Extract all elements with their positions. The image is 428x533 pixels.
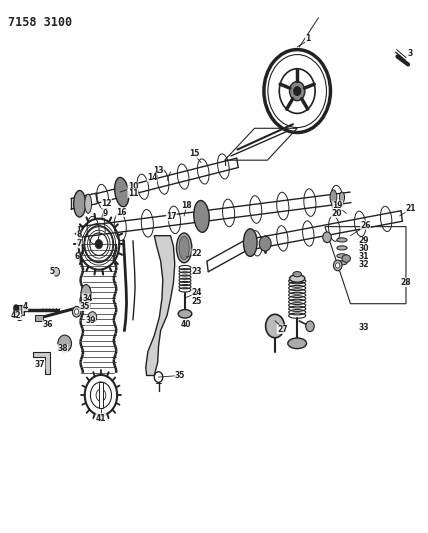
Bar (99, 382, 103, 408)
Text: 39: 39 (85, 316, 95, 325)
Text: 18: 18 (181, 201, 192, 210)
Text: 34: 34 (82, 294, 92, 303)
Text: 22: 22 (192, 249, 202, 258)
Polygon shape (146, 236, 175, 375)
Text: 42: 42 (10, 311, 21, 320)
Ellipse shape (244, 229, 257, 256)
Text: 35: 35 (175, 371, 185, 380)
Circle shape (306, 321, 314, 332)
Ellipse shape (289, 274, 305, 282)
Text: 24: 24 (192, 287, 202, 296)
Text: 35: 35 (80, 302, 90, 311)
Circle shape (333, 260, 342, 271)
Text: 28: 28 (401, 278, 411, 287)
Text: 20: 20 (331, 209, 342, 218)
Ellipse shape (74, 190, 86, 217)
Ellipse shape (194, 200, 209, 232)
Circle shape (289, 82, 305, 101)
Circle shape (74, 309, 79, 314)
Ellipse shape (342, 255, 351, 262)
Text: 21: 21 (405, 204, 416, 213)
Circle shape (72, 306, 81, 317)
Ellipse shape (82, 298, 90, 310)
Ellipse shape (179, 236, 189, 260)
Circle shape (259, 236, 271, 251)
Text: 19: 19 (333, 201, 343, 210)
Circle shape (323, 232, 331, 243)
Text: 1: 1 (305, 35, 310, 44)
Text: 5: 5 (49, 268, 54, 276)
Ellipse shape (330, 190, 337, 205)
Ellipse shape (337, 261, 347, 265)
Text: 3: 3 (407, 50, 413, 58)
Circle shape (88, 312, 97, 322)
Text: 9: 9 (103, 209, 108, 218)
Text: 32: 32 (358, 261, 369, 269)
Text: 41: 41 (96, 414, 106, 423)
Text: 16: 16 (116, 208, 126, 217)
Text: 17: 17 (166, 212, 177, 221)
Circle shape (266, 314, 284, 338)
Text: 29: 29 (358, 237, 369, 246)
Text: 13: 13 (153, 166, 164, 175)
Text: 12: 12 (101, 199, 112, 208)
Text: 23: 23 (192, 268, 202, 276)
Text: 27: 27 (277, 325, 288, 334)
Polygon shape (18, 305, 24, 316)
Text: 14: 14 (147, 173, 158, 182)
Circle shape (294, 87, 300, 95)
Text: 30: 30 (358, 245, 369, 254)
Ellipse shape (337, 254, 347, 258)
Text: 40: 40 (181, 320, 191, 329)
Ellipse shape (288, 338, 306, 349)
Text: 4: 4 (23, 302, 28, 311)
Ellipse shape (115, 177, 129, 207)
Circle shape (53, 268, 59, 276)
Text: 2: 2 (17, 314, 22, 323)
Ellipse shape (293, 271, 301, 277)
Text: 36: 36 (42, 320, 53, 329)
Text: 10: 10 (128, 182, 138, 191)
Text: 7: 7 (76, 239, 81, 248)
Polygon shape (33, 352, 50, 374)
Ellipse shape (81, 285, 91, 304)
Text: 11: 11 (128, 189, 138, 198)
Text: 33: 33 (358, 323, 369, 332)
Text: 7158 3100: 7158 3100 (9, 15, 72, 29)
Circle shape (336, 263, 340, 268)
Ellipse shape (85, 194, 92, 213)
Text: 26: 26 (360, 221, 371, 230)
Ellipse shape (337, 238, 347, 242)
Text: 37: 37 (35, 360, 45, 369)
Circle shape (95, 239, 102, 249)
Text: 8: 8 (76, 230, 81, 239)
Bar (35, 316, 42, 321)
Text: 31: 31 (358, 253, 369, 261)
Text: 15: 15 (190, 149, 200, 158)
Circle shape (58, 335, 71, 352)
Ellipse shape (337, 246, 347, 250)
Ellipse shape (176, 233, 192, 263)
Text: 6: 6 (74, 253, 79, 261)
Text: 25: 25 (192, 296, 202, 305)
Text: 38: 38 (57, 344, 68, 353)
Ellipse shape (339, 192, 345, 203)
Ellipse shape (178, 310, 192, 318)
